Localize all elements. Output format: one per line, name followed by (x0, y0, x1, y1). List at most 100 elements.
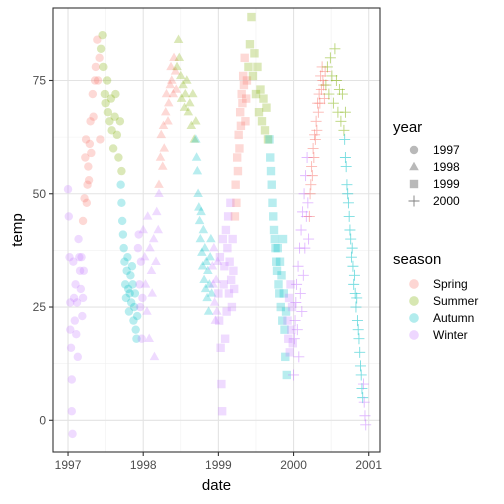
data-point (224, 289, 234, 298)
data-point (117, 198, 126, 208)
data-point (111, 89, 120, 99)
data-point (310, 115, 322, 127)
data-point (330, 74, 342, 86)
data-point (193, 188, 203, 197)
data-point (306, 161, 318, 173)
data-point (200, 242, 210, 252)
data-point (85, 139, 95, 149)
data-point (91, 62, 101, 72)
data-point (79, 266, 89, 275)
data-point (78, 311, 87, 321)
data-point (68, 429, 77, 439)
data-point (267, 180, 276, 189)
plot-panel (52, 7, 381, 453)
data-point (237, 89, 246, 99)
data-point (345, 233, 357, 245)
data-point (123, 284, 133, 294)
data-point (161, 88, 172, 98)
data-point (229, 284, 239, 294)
data-point (247, 12, 256, 22)
data-point (160, 107, 171, 116)
data-point (66, 343, 76, 352)
data-point (351, 315, 363, 327)
data-point (72, 330, 81, 339)
x-tick-label: 1997 (55, 458, 82, 472)
data-point (259, 94, 268, 103)
data-point (70, 316, 80, 325)
data-point (275, 289, 284, 298)
data-point (99, 62, 108, 72)
data-point (69, 257, 78, 266)
data-point (133, 243, 143, 253)
data-point (327, 97, 339, 109)
panel-border (52, 7, 381, 453)
data-point (270, 234, 279, 244)
data-point (229, 266, 238, 275)
data-point (302, 197, 314, 209)
data-point (195, 233, 206, 243)
data-point (96, 44, 106, 53)
data-point (139, 251, 150, 261)
y-tick-label: 75 (33, 73, 47, 87)
data-point (272, 257, 281, 266)
data-point (118, 230, 128, 239)
x-tick-label: 1998 (130, 458, 157, 472)
series-1998-autumn (191, 134, 217, 315)
series-1999-autumn (265, 135, 291, 380)
data-point (311, 124, 323, 136)
data-point (269, 225, 279, 235)
data-point (293, 351, 305, 363)
data-point (329, 43, 341, 55)
data-point (288, 333, 300, 345)
data-point (138, 293, 147, 303)
data-point (278, 234, 288, 244)
data-point (102, 76, 112, 85)
data-point (192, 165, 203, 175)
data-point (63, 185, 73, 194)
data-point (335, 115, 347, 127)
data-point (232, 198, 241, 208)
data-point (315, 70, 327, 82)
data-point (156, 129, 167, 139)
data-point (336, 88, 348, 100)
data-point (129, 302, 139, 312)
series-1997-winter (63, 185, 89, 439)
data-point (71, 280, 80, 289)
data-point (81, 153, 90, 162)
year-legend-key (409, 145, 419, 155)
data-point (275, 257, 285, 266)
data-point (344, 224, 356, 236)
data-point (130, 289, 140, 298)
data-point (309, 129, 321, 141)
data-point (349, 287, 361, 299)
data-point (169, 52, 179, 62)
data-point (65, 252, 74, 262)
data-point (277, 271, 286, 280)
series-1998-summer (172, 34, 201, 143)
data-point (217, 407, 227, 416)
data-point (196, 206, 206, 216)
data-point (186, 120, 197, 130)
data-point (201, 256, 212, 265)
series-1997-summer (96, 30, 126, 176)
series-1998-winter (207, 242, 223, 324)
data-point (307, 142, 319, 154)
data-point (75, 252, 84, 262)
data-point (244, 62, 253, 72)
data-point (314, 97, 326, 109)
series-1998-spring (154, 52, 182, 188)
data-point (274, 280, 283, 289)
series-2000-autumn (339, 133, 369, 404)
data-point (303, 210, 315, 222)
year-legend-key (409, 161, 419, 171)
data-point (84, 162, 93, 171)
season-legend: season Spring Summer Autumn Winter (393, 251, 478, 342)
data-point (197, 247, 207, 256)
data-point (100, 89, 110, 99)
data-point (134, 230, 143, 239)
data-point (126, 298, 136, 307)
data-point (124, 307, 134, 316)
data-point (285, 348, 294, 357)
data-point (142, 306, 152, 315)
data-point (148, 233, 159, 243)
